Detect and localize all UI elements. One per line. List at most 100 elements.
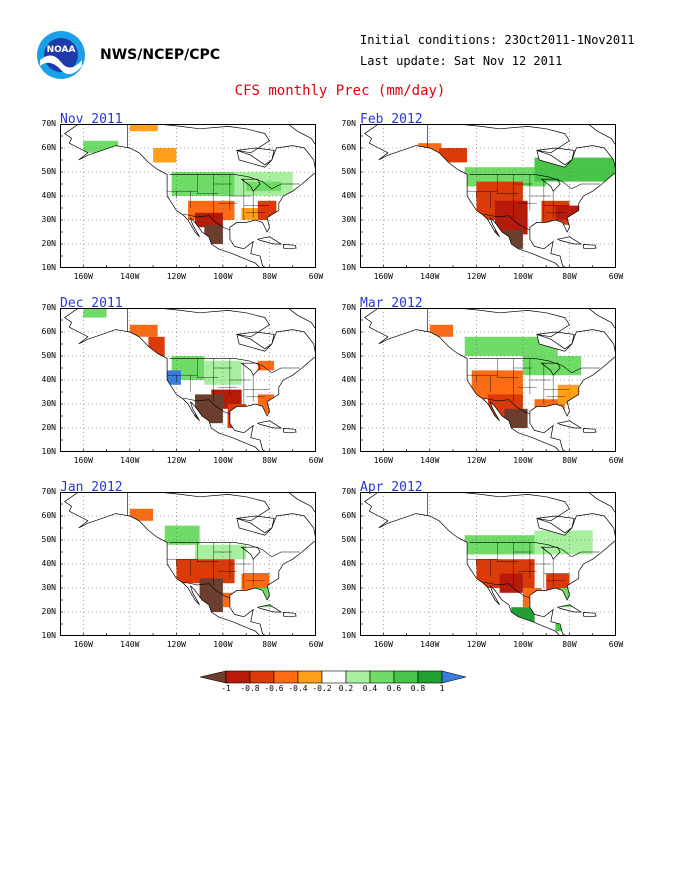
lat-tick-label: 60N xyxy=(41,511,56,520)
lat-tick-label: 30N xyxy=(341,215,356,224)
map-panel: Jan 2012 70N 60N 50N 40N 30N 20N 10N 160W 140W 120… xyxy=(42,480,358,652)
anomaly-patch xyxy=(204,224,223,244)
anomaly-patch xyxy=(129,124,158,132)
lon-tick-label: 60W xyxy=(308,456,324,465)
lat-tick-label: 70N xyxy=(41,303,56,312)
lat-tick-label: 20N xyxy=(341,239,356,248)
colorbar-swatch xyxy=(225,670,251,684)
country-border xyxy=(169,542,300,558)
lat-tick-label: 50N xyxy=(41,535,56,544)
colorbar-tick-label: -0.8 xyxy=(240,684,260,693)
precip-anomaly-map xyxy=(60,308,316,452)
precip-anomaly-map xyxy=(60,492,316,636)
lon-tick-label: 100W xyxy=(513,640,533,649)
precip-anomaly-map xyxy=(360,492,616,636)
coastline xyxy=(587,124,616,147)
lon-tick-label: 140W xyxy=(120,272,140,281)
country-border xyxy=(469,174,600,190)
lon-tick-label: 80W xyxy=(262,272,277,281)
precip-anomaly-map xyxy=(360,308,616,452)
lat-tick-label: 20N xyxy=(41,423,56,432)
colorbar-swatch xyxy=(441,670,467,684)
lat-tick-label: 60N xyxy=(341,143,356,152)
lon-tick-label: 120W xyxy=(166,456,186,465)
lon-tick-label: 60W xyxy=(608,272,624,281)
coastline xyxy=(364,124,616,268)
country-border xyxy=(169,358,300,374)
lon-tick-label: 100W xyxy=(513,456,533,465)
lon-tick-label: 120W xyxy=(466,456,486,465)
country-border xyxy=(169,174,300,190)
lat-tick-label: 50N xyxy=(341,535,356,544)
panel-label: Apr 2012 xyxy=(360,480,423,495)
coastline xyxy=(364,492,616,636)
map-canvas xyxy=(360,308,616,452)
lon-tick-label: 80W xyxy=(562,456,577,465)
lat-tick-label: 10N xyxy=(41,447,56,456)
panel-label: Feb 2012 xyxy=(360,112,423,127)
lat-tick-label: 50N xyxy=(41,351,56,360)
lon-tick-label: 140W xyxy=(120,456,140,465)
colorbar: -1 -0.8 -0.6 -0.4 -0.2 0.2 0.4 0.6 0.8 1 xyxy=(199,669,480,695)
coastline xyxy=(283,612,297,618)
coastline xyxy=(587,492,616,515)
anomaly-patch xyxy=(164,370,181,385)
colorbar-swatch xyxy=(199,670,227,684)
mexico-border xyxy=(183,581,230,598)
colorbar-swatch xyxy=(369,670,395,684)
coastline xyxy=(64,308,316,452)
lat-tick-label: 70N xyxy=(341,119,356,128)
anomaly-patch xyxy=(597,258,616,266)
lat-tick-label: 70N xyxy=(41,119,56,128)
anomaly-patch xyxy=(246,181,282,192)
colorbar-tick-label: 0.4 xyxy=(362,684,378,693)
anomaly-patch xyxy=(499,573,523,593)
coastline xyxy=(236,515,275,534)
coastline xyxy=(283,244,297,250)
map-canvas xyxy=(60,492,316,636)
lat-tick-label: 40N xyxy=(41,559,56,568)
coastline xyxy=(256,604,283,613)
lat-tick-label: 20N xyxy=(41,607,56,616)
lon-tick-label: 160W xyxy=(373,272,393,281)
colorbar-swatch xyxy=(345,670,371,684)
lon-tick-label: 160W xyxy=(373,640,393,649)
coastline xyxy=(536,331,575,350)
panel-label: Mar 2012 xyxy=(360,296,423,311)
anomaly-patch xyxy=(464,535,535,555)
coastline xyxy=(240,362,261,376)
mexico-border xyxy=(183,397,230,414)
anomaly-patch xyxy=(297,626,316,634)
lon-tick-label: 80W xyxy=(562,272,577,281)
anomaly-patch xyxy=(153,148,177,163)
lat-tick-label: 10N xyxy=(341,447,356,456)
lon-tick-label: 100W xyxy=(213,640,233,649)
colorbar-tick-label: -0.4 xyxy=(288,684,308,693)
anomaly-patch xyxy=(429,324,454,337)
anomaly-patch xyxy=(195,394,223,424)
map-panel: Feb 2012 70N 60N 50N 40N 30N 20N 10N 160W 140W 120… xyxy=(342,112,658,284)
colorbar-swatch xyxy=(393,670,419,684)
anomaly-patch xyxy=(476,432,500,443)
lat-tick-label: 10N xyxy=(341,263,356,272)
coastline xyxy=(287,124,316,147)
colorbar-swatch xyxy=(273,670,299,684)
anomaly-patch xyxy=(222,592,242,608)
lat-tick-label: 30N xyxy=(41,399,56,408)
lon-tick-label: 120W xyxy=(166,272,186,281)
lon-tick-label: 60W xyxy=(608,456,624,465)
coastline xyxy=(64,124,316,268)
logo-text: NOAA xyxy=(47,45,76,55)
coastline xyxy=(587,308,616,331)
coastline xyxy=(256,236,283,245)
lon-tick-label: 120W xyxy=(466,640,486,649)
lat-tick-label: 50N xyxy=(341,167,356,176)
colorbar-tick-label: 0.8 xyxy=(410,684,426,693)
anomaly-patch xyxy=(504,408,528,428)
lon-tick-label: 60W xyxy=(308,640,324,649)
lat-tick-label: 60N xyxy=(41,143,56,152)
colorbar-swatch xyxy=(321,670,347,684)
lat-tick-label: 30N xyxy=(341,583,356,592)
anomaly-patch xyxy=(534,157,616,182)
lon-tick-label: 140W xyxy=(420,456,440,465)
